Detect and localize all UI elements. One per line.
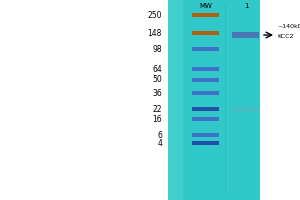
Bar xyxy=(192,47,219,51)
Bar xyxy=(232,108,260,111)
Bar xyxy=(0,0,168,200)
Text: 4: 4 xyxy=(157,138,162,147)
Text: 148: 148 xyxy=(148,28,162,38)
Text: 64: 64 xyxy=(152,64,162,73)
Bar xyxy=(192,117,219,121)
Text: 6: 6 xyxy=(157,131,162,140)
Text: 1: 1 xyxy=(244,3,248,9)
Text: 22: 22 xyxy=(152,105,162,114)
Text: 50: 50 xyxy=(152,75,162,84)
Text: 250: 250 xyxy=(148,10,162,20)
Bar xyxy=(260,0,300,200)
Bar xyxy=(232,32,260,38)
Text: 36: 36 xyxy=(152,88,162,98)
Bar xyxy=(192,107,219,111)
Bar xyxy=(192,133,219,137)
Text: 98: 98 xyxy=(152,45,162,53)
Bar xyxy=(192,31,219,35)
Bar xyxy=(192,78,219,82)
Bar xyxy=(192,141,219,145)
Bar xyxy=(192,13,219,17)
Text: MW: MW xyxy=(199,3,212,9)
Text: KCC2: KCC2 xyxy=(278,33,294,38)
Text: ~140kDa: ~140kDa xyxy=(278,24,300,29)
Bar xyxy=(192,91,219,95)
Bar xyxy=(192,67,219,71)
Bar xyxy=(168,0,300,200)
Text: 16: 16 xyxy=(152,114,162,123)
Bar xyxy=(168,0,183,200)
